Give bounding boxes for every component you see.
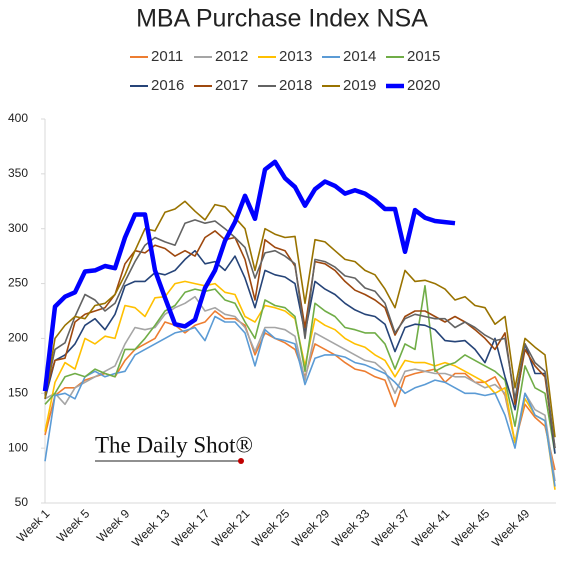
legend-label: 2018	[279, 77, 312, 94]
y-tick-label: 100	[8, 440, 28, 454]
series-line	[44, 295, 556, 482]
x-tick-label: Week 29	[289, 506, 332, 549]
chart-title: MBA Purchase Index NSA	[136, 5, 428, 33]
series-line	[44, 200, 556, 438]
legend-label: 2019	[343, 77, 376, 94]
legend-label: 2017	[215, 77, 248, 94]
x-tick-label: Week 13	[129, 506, 172, 549]
legend-label: 2015	[407, 48, 440, 65]
x-tick-label: Week 45	[449, 506, 492, 549]
series-line	[44, 219, 556, 449]
y-tick-label: 300	[8, 221, 28, 235]
x-tick-label: Week 9	[94, 506, 133, 545]
x-tick-label: Week 25	[249, 506, 292, 549]
x-tick-label: Week 21	[209, 506, 252, 549]
series-line	[42, 159, 456, 392]
legend-label: 2012	[215, 48, 248, 65]
series-line	[44, 315, 556, 487]
y-tick-label: 150	[8, 385, 28, 399]
series-line	[44, 280, 556, 490]
legend-label: 2014	[343, 48, 376, 65]
x-tick-label: Week 49	[489, 506, 532, 549]
y-tick-label: 250	[8, 276, 28, 290]
y-tick-label: 350	[8, 166, 28, 180]
x-tick-label: Week 33	[329, 506, 372, 549]
watermark-dot	[238, 458, 244, 464]
x-tick-label: Week 5	[54, 506, 93, 545]
watermark: The Daily Shot®	[95, 432, 253, 457]
series-line	[44, 249, 556, 454]
series-line	[44, 285, 556, 454]
legend-label: 2020	[407, 77, 440, 94]
legend-label: 2016	[151, 77, 184, 94]
legend-label: 2013	[279, 48, 312, 65]
x-tick-label: Week 17	[169, 506, 212, 549]
x-tick-label: Week 1	[14, 506, 53, 545]
x-tick-label: Week 37	[369, 506, 412, 549]
y-tick-label: 200	[8, 331, 28, 345]
y-tick-label: 50	[15, 495, 29, 509]
legend-label: 2011	[151, 48, 183, 65]
y-tick-label: 400	[8, 111, 28, 125]
x-tick-label: Week 41	[409, 506, 452, 549]
